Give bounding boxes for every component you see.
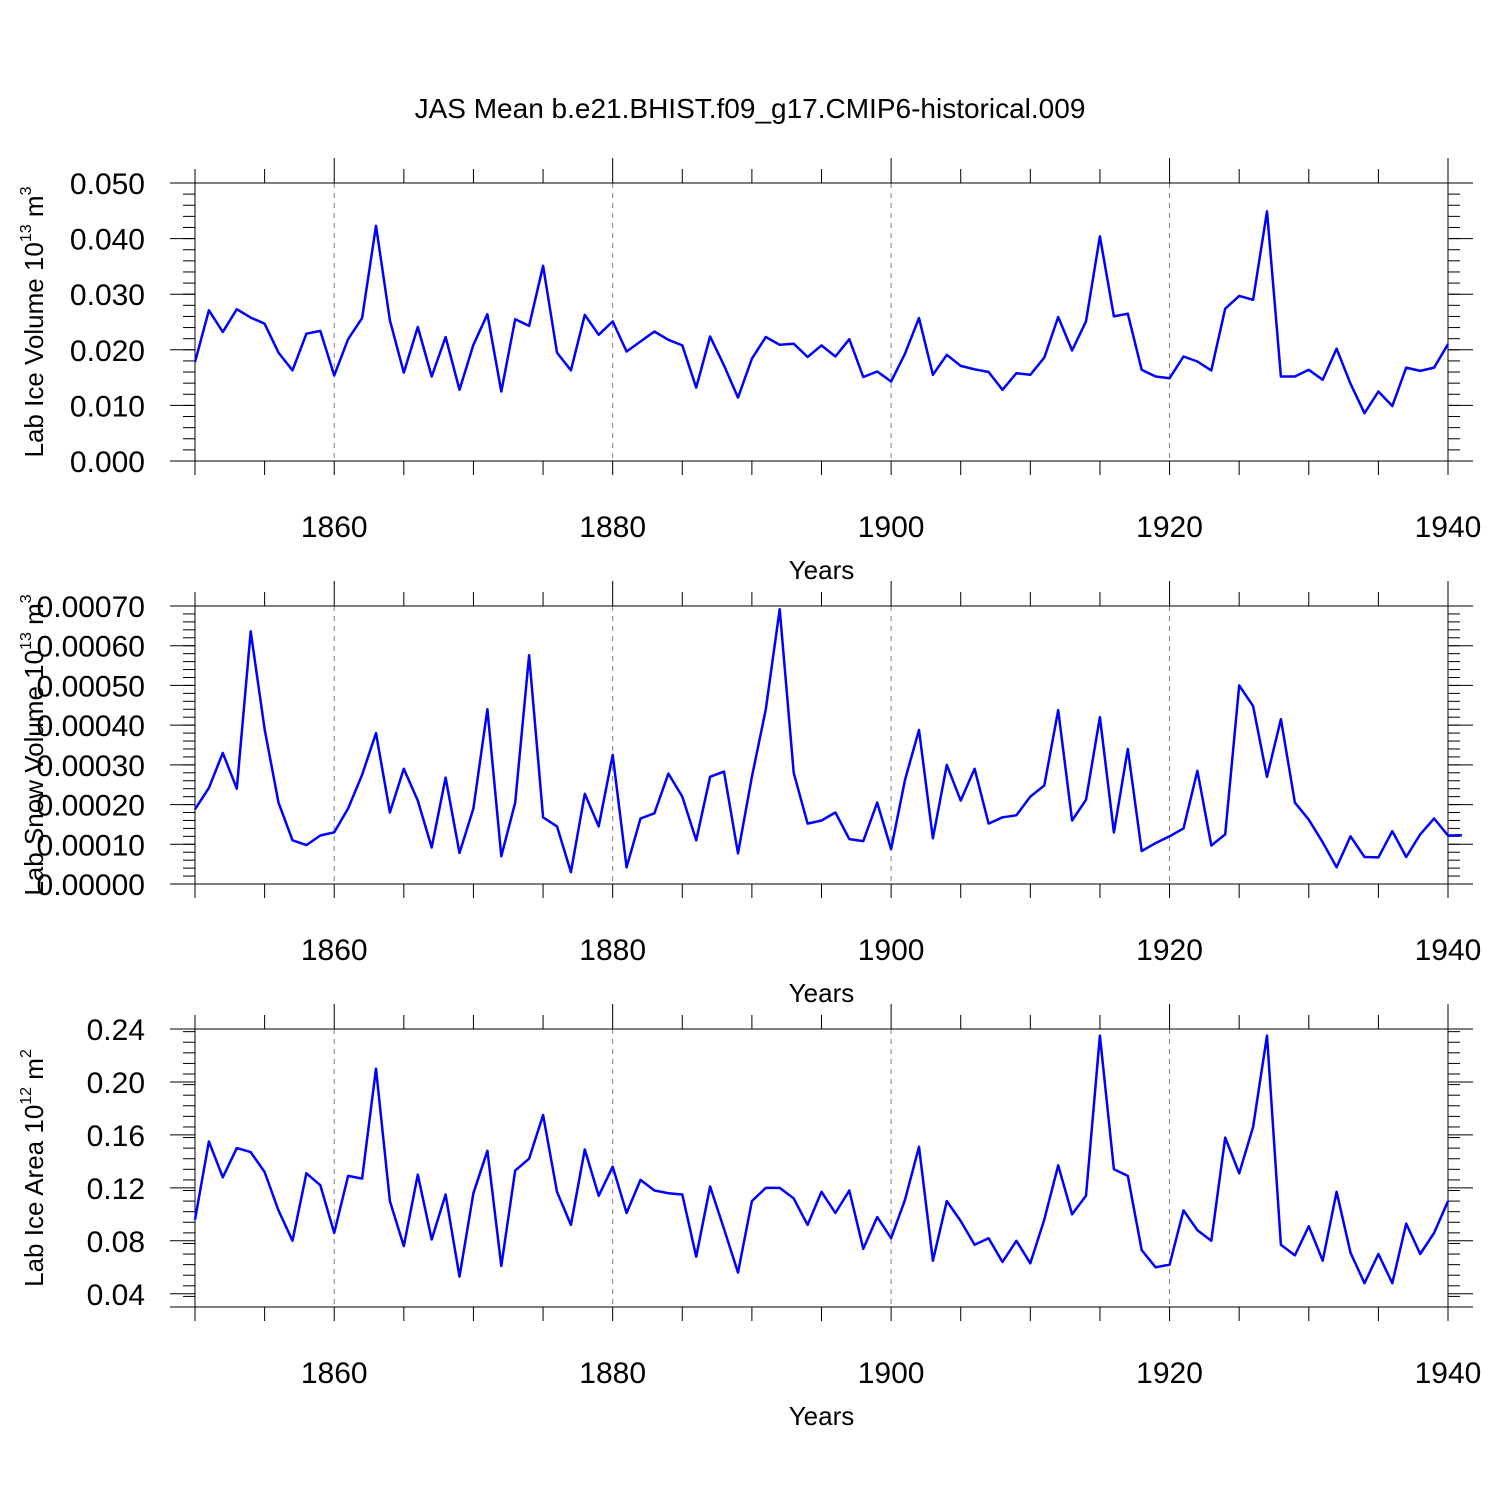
panel-ice-area: 1860 1880 1900 1920 1940 Years 0.04 0.08 0.12 0.1… (18, 1004, 1481, 1431)
panel-ice-volume: 1860 1880 1900 1920 1940 Years 0.000 0.010 0.020… (18, 158, 1481, 585)
x-tick-label: 1880 (579, 511, 646, 544)
y-tick-label: 0.050 (70, 168, 145, 201)
x-tick-label: 1900 (858, 1357, 925, 1390)
series-line-snow-volume (193, 607, 1462, 874)
y-tick-label: 0.12 (87, 1173, 145, 1206)
y-tick-label: 0.04 (87, 1279, 145, 1312)
y-tick-label: 0.20 (87, 1067, 145, 1100)
x-axis-label: Years (789, 978, 855, 1008)
x-tick-label: 1940 (1415, 934, 1482, 967)
y-tick-label: 0.00060 (37, 631, 145, 664)
y-tick-label: 0.000 (70, 446, 145, 479)
y-tick-label: 0.00040 (37, 710, 145, 743)
y-tick-label: 0.00070 (37, 591, 145, 624)
x-tick-label: 1940 (1415, 511, 1482, 544)
y-tick-label: 0.00030 (37, 750, 145, 783)
y-axis-label: Lab Snow Volume 1013 m3 (18, 594, 49, 895)
y-tick-label: 0.08 (87, 1226, 145, 1259)
series-line-ice-area (193, 1034, 1450, 1285)
x-tick-label: 1860 (301, 511, 368, 544)
y-axis-label: Lab Ice Volume 1013 m3 (18, 186, 49, 457)
series-line-ice-volume (193, 210, 1450, 415)
y-tick-label: 0.020 (70, 335, 145, 368)
y-axis-label: Lab Ice Area 1012 m2 (18, 1049, 49, 1287)
x-tick-label: 1880 (579, 934, 646, 967)
x-tick-label: 1860 (301, 934, 368, 967)
y-tick-label: 0.00020 (37, 790, 145, 823)
x-tick-label: 1900 (858, 511, 925, 544)
y-tick-label: 0.16 (87, 1120, 145, 1153)
x-axis-label: Years (789, 555, 855, 585)
y-tick-label: 0.00010 (37, 829, 145, 862)
x-tick-label: 1900 (858, 934, 925, 967)
chart-title: JAS Mean b.e21.BHIST.f09_g17.CMIP6-histo… (415, 93, 1086, 124)
y-tick-label: 0.010 (70, 390, 145, 423)
x-axis-label: Years (789, 1401, 855, 1431)
y-tick-label: 0.24 (87, 1014, 145, 1047)
y-tick-label: 0.00000 (37, 869, 145, 902)
x-tick-label: 1920 (1136, 934, 1203, 967)
x-tick-label: 1880 (579, 1357, 646, 1390)
x-tick-label: 1920 (1136, 1357, 1203, 1390)
y-tick-label: 0.040 (70, 224, 145, 257)
y-tick-label: 0.030 (70, 279, 145, 312)
x-tick-label: 1860 (301, 1357, 368, 1390)
x-tick-label: 1940 (1415, 1357, 1482, 1390)
x-tick-label: 1920 (1136, 511, 1203, 544)
y-tick-label: 0.00050 (37, 670, 145, 703)
panel-snow-volume: 1860 1880 1900 1920 1940 Years 0.00000 0.00010 0… (18, 581, 1481, 1008)
